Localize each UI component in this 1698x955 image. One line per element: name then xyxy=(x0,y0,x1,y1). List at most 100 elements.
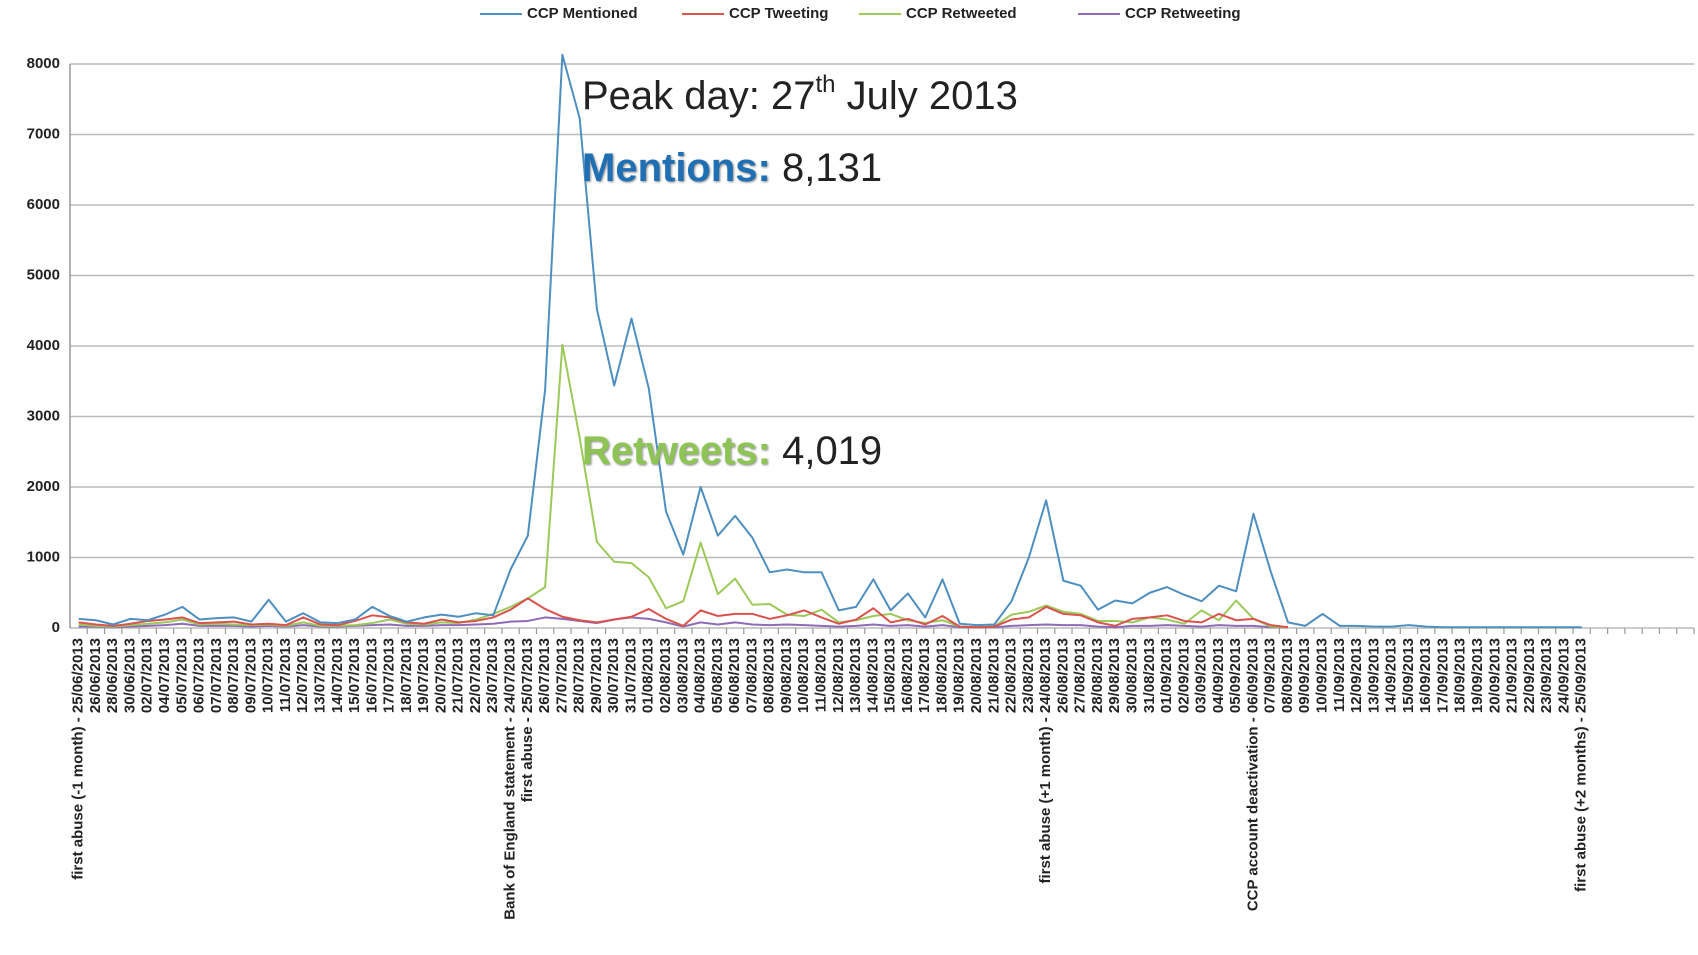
x-tick-label: 21/09/2013 xyxy=(1504,638,1521,713)
x-tick-label: 17/07/2013 xyxy=(381,638,398,713)
x-tick-label: 22/09/2013 xyxy=(1521,638,1538,713)
x-tick-label: 05/07/2013 xyxy=(173,638,190,713)
x-tick-label: 17/08/2013 xyxy=(916,638,933,713)
retweets-label: Retweets: xyxy=(582,429,771,473)
x-tick-label: first abuse - 25/07/2013 xyxy=(519,638,536,802)
x-tick-label: 18/09/2013 xyxy=(1452,638,1469,713)
y-tick-label: 6000 xyxy=(27,196,60,213)
x-tick-label: 19/09/2013 xyxy=(1469,638,1486,713)
x-tick-label: 09/08/2013 xyxy=(778,638,795,713)
x-tick-label: 18/07/2013 xyxy=(398,638,415,713)
peak-sup: th xyxy=(816,71,836,98)
x-tick-label: first abuse (-1 month) - 25/06/2013 xyxy=(70,638,87,880)
x-tick-label: 07/07/2013 xyxy=(208,638,225,713)
x-tick-label: 01/09/2013 xyxy=(1158,638,1175,713)
x-tick-label: 26/06/2013 xyxy=(87,638,104,713)
mentions-annotation: Mentions: 8,131 xyxy=(582,146,882,190)
x-tick-label: 10/07/2013 xyxy=(260,638,277,713)
y-tick-label: 3000 xyxy=(27,407,60,424)
x-tick-label: 11/09/2013 xyxy=(1331,638,1348,712)
x-tick-label: 21/07/2013 xyxy=(450,638,467,713)
x-tick-label: 04/08/2013 xyxy=(692,638,709,713)
y-tick-label: 8000 xyxy=(27,55,60,72)
x-tick-label: 10/09/2013 xyxy=(1314,638,1331,713)
x-tick-label: 29/07/2013 xyxy=(588,638,605,713)
series-line xyxy=(78,597,1289,629)
y-tick-label: 2000 xyxy=(27,478,60,495)
x-tick-label: 29/08/2013 xyxy=(1106,638,1123,713)
x-tick-label: 09/09/2013 xyxy=(1296,638,1313,713)
x-tick-label: 23/07/2013 xyxy=(484,638,501,713)
x-tick-label: 14/07/2013 xyxy=(329,638,346,713)
x-tick-label: 02/09/2013 xyxy=(1175,638,1192,713)
x-tick-label: 16/07/2013 xyxy=(363,638,380,713)
x-tick-label: 12/07/2013 xyxy=(294,638,311,713)
x-tick-label: 27/07/2013 xyxy=(553,638,570,713)
x-tick-label: 16/09/2013 xyxy=(1417,638,1434,713)
x-tick-label: 22/07/2013 xyxy=(467,638,484,713)
x-tick-label: 23/08/2013 xyxy=(1020,638,1037,713)
x-tick-label: 15/09/2013 xyxy=(1400,638,1417,713)
x-tick-label: 26/07/2013 xyxy=(536,638,553,713)
x-tick-label: 26/08/2013 xyxy=(1054,638,1071,713)
x-tick-label: 01/08/2013 xyxy=(640,638,657,713)
x-tick-label: 14/09/2013 xyxy=(1383,638,1400,713)
retweets-annotation: Retweets: 4,019 xyxy=(582,429,882,473)
x-tick-label: 05/08/2013 xyxy=(709,638,726,713)
x-tick-label: 22/08/2013 xyxy=(1003,638,1020,713)
x-tick-label: 13/07/2013 xyxy=(311,638,328,713)
mentions-value: 8,131 xyxy=(782,146,882,190)
series-line xyxy=(78,53,1582,629)
x-tick-label: 23/09/2013 xyxy=(1538,638,1555,713)
x-tick-label: 03/08/2013 xyxy=(674,638,691,713)
x-tick-label: 11/07/2013 xyxy=(277,638,294,712)
y-tick-label: 5000 xyxy=(27,266,60,283)
mentions-label: Mentions: xyxy=(582,146,771,190)
x-tick-label: 18/08/2013 xyxy=(933,638,950,713)
legend-label: CCP Tweeting xyxy=(729,5,828,22)
x-tick-label: 31/08/2013 xyxy=(1141,638,1158,713)
x-tick-label: 14/08/2013 xyxy=(864,638,881,713)
x-tick-label: 11/08/2013 xyxy=(813,638,830,712)
x-tick-label: 24/09/2013 xyxy=(1555,638,1572,713)
x-tick-label: 08/08/2013 xyxy=(761,638,778,713)
x-tick-label: 15/08/2013 xyxy=(882,638,899,713)
x-tick-label: 17/09/2013 xyxy=(1434,638,1451,713)
x-tick-label: 30/07/2013 xyxy=(605,638,622,713)
y-tick-label: 1000 xyxy=(27,548,60,565)
legend-label: CCP Retweeting xyxy=(1125,5,1241,22)
plot: 0 1000 2000 3000 4000 5000 6000 7000 8000 first a… xyxy=(27,5,1695,920)
x-tick-label: 28/06/2013 xyxy=(104,638,121,713)
x-tick-label: 09/07/2013 xyxy=(242,638,259,713)
x-tick-label: 30/06/2013 xyxy=(121,638,138,713)
x-tick-label: 08/07/2013 xyxy=(225,638,242,713)
peak-annotation: Peak day: 27th July 2013 xyxy=(582,71,1018,117)
x-tick-label: 12/09/2013 xyxy=(1348,638,1365,713)
x-tick-label: 20/09/2013 xyxy=(1486,638,1503,713)
legend-label: CCP Mentioned xyxy=(527,5,638,22)
x-tick-label: 19/07/2013 xyxy=(415,638,432,713)
x-tick-label: 05/09/2013 xyxy=(1227,638,1244,713)
x-tick-label: 06/08/2013 xyxy=(726,638,743,713)
y-tick-label: 0 xyxy=(52,619,60,636)
x-tick-label: CCP account deactivation - 06/09/2013 xyxy=(1244,638,1261,911)
series-line xyxy=(78,343,1289,629)
y-tick-label: 7000 xyxy=(27,125,60,142)
x-tick-label: first abuse (+1 month) - 24/08/2013 xyxy=(1037,638,1054,884)
x-tick-label: 31/07/2013 xyxy=(622,638,639,713)
x-tick-label: 02/07/2013 xyxy=(139,638,156,713)
x-tick-label: 20/08/2013 xyxy=(968,638,985,713)
x-tick-label: 30/08/2013 xyxy=(1123,638,1140,713)
x-tick-label: 20/07/2013 xyxy=(432,638,449,713)
y-tick-label: 4000 xyxy=(27,337,60,354)
x-tick-label: 07/08/2013 xyxy=(743,638,760,713)
x-tick-label: 16/08/2013 xyxy=(899,638,916,713)
x-tick-label: 06/07/2013 xyxy=(191,638,208,713)
x-tick-label: 04/09/2013 xyxy=(1210,638,1227,713)
x-tick-label: 13/08/2013 xyxy=(847,638,864,713)
x-tick-label: 03/09/2013 xyxy=(1193,638,1210,713)
x-tick-label: 12/08/2013 xyxy=(830,638,847,713)
peak-prefix: Peak day: 27 xyxy=(582,74,816,118)
x-tick-label: 28/07/2013 xyxy=(571,638,588,713)
